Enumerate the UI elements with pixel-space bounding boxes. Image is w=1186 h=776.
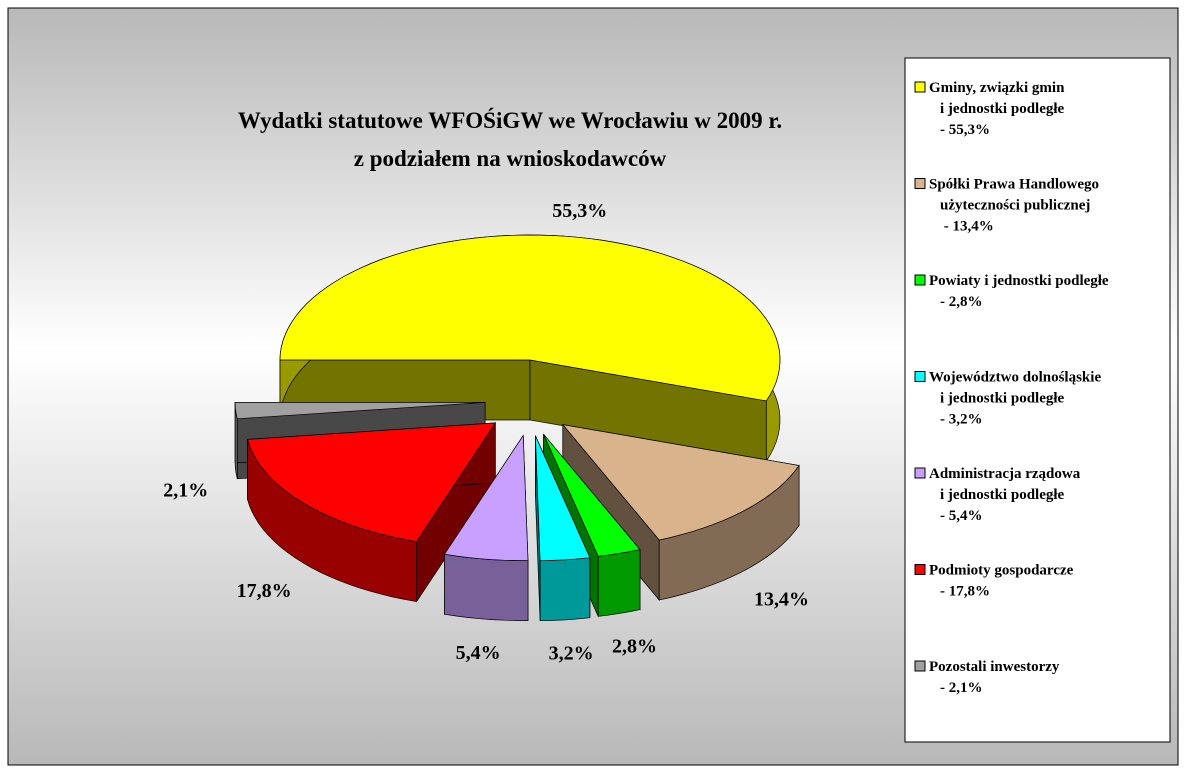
data-label: 13,4%	[754, 588, 809, 610]
data-label: 2,1%	[163, 480, 208, 502]
slice-wall	[444, 553, 529, 621]
slice	[247, 422, 496, 542]
legend-swatch	[914, 660, 926, 672]
slice	[561, 424, 800, 541]
legend-swatch	[914, 467, 926, 479]
slice	[279, 234, 781, 402]
pie: 55,3% 13,4% 2,8% 3,2% 5,4% 17,8% 2,1%	[163, 200, 809, 665]
data-label: 17,8%	[237, 580, 292, 602]
legend-swatch	[914, 81, 926, 93]
slice-wall	[597, 549, 641, 617]
legend-label: Gminy, związki gmin i jednostki podległe -…	[929, 80, 1065, 138]
legend-label: Spółki Prawa Handlowego użyteczności publ…	[929, 177, 1099, 235]
legend-label: Powiaty i jednostki podległe - 2,8%	[929, 273, 1109, 310]
data-label: 5,4%	[456, 642, 501, 664]
legend-label: Administracja rządowa i jednostki podległ…	[929, 466, 1081, 524]
legend-box	[904, 57, 1171, 743]
legend: Gminy, związki gmin i jednostki podległe -…	[914, 80, 1109, 696]
data-label: 2,8%	[612, 636, 657, 658]
slice	[443, 434, 529, 561]
data-label: 3,2%	[549, 643, 594, 665]
slice-wall	[539, 557, 591, 622]
slice	[535, 435, 591, 562]
legend-label: Województwo dolnośląskie i jednostki podl…	[929, 370, 1101, 428]
legend-swatch	[914, 564, 926, 575]
slice	[543, 434, 641, 557]
legend-label: Pozostali inwestorzy - 2,1%	[929, 659, 1060, 696]
legend-swatch	[914, 274, 926, 286]
slice	[234, 402, 486, 420]
legend-swatch	[914, 371, 926, 382]
legend-label: Podmioty gospodarcze - 17,8%	[929, 563, 1074, 600]
chart-title: Wydatki statutowe WFOŚiGW we Wrocławiu w…	[238, 107, 782, 171]
legend-swatch	[914, 178, 926, 189]
data-label: 55,3%	[552, 200, 607, 222]
